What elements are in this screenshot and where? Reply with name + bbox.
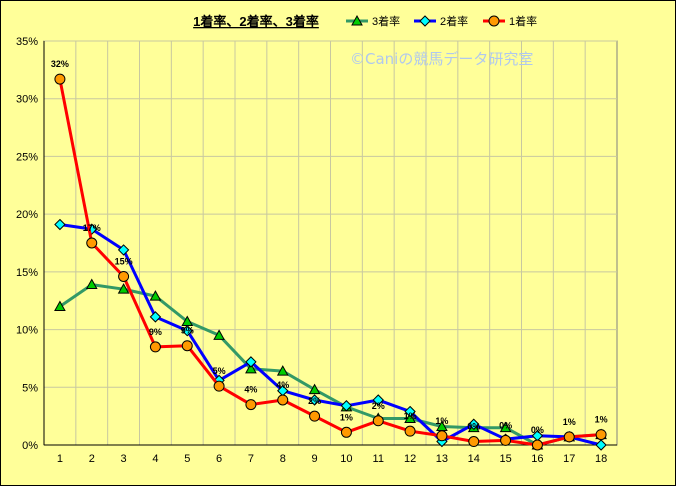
chart-title: 1着率、2着率、3着率 (193, 14, 319, 29)
legend-marker (419, 15, 431, 27)
series-3-point (149, 341, 161, 353)
series-3-point (468, 436, 480, 448)
series-1-point (404, 412, 416, 423)
series-3-point (54, 73, 66, 85)
data-label: 17% (83, 223, 101, 233)
data-label: 9% (149, 327, 162, 337)
series-3-point (181, 340, 193, 352)
series-1-point (213, 329, 225, 340)
data-label: 0% (467, 422, 480, 432)
legend-label: 3着率 (372, 14, 400, 28)
series-3-point (245, 399, 257, 411)
series-3-point (404, 425, 416, 437)
series-3-point (500, 434, 512, 446)
legend-marker (488, 15, 500, 27)
y-tick-label: 10% (16, 325, 38, 337)
series-3-point (595, 429, 607, 441)
data-label: 1% (340, 412, 353, 422)
data-label: 0% (531, 425, 544, 435)
series-3-point (436, 430, 448, 442)
data-label: 4% (244, 385, 257, 395)
series-2-point (245, 356, 257, 368)
x-tick-label: 7 (248, 453, 254, 465)
data-label: 15% (115, 256, 133, 266)
y-tick-label: 15% (16, 267, 38, 279)
legend-label: 2着率 (440, 14, 468, 28)
x-tick-label: 14 (468, 453, 480, 465)
data-label: 32% (51, 59, 69, 69)
x-tick-label: 18 (595, 453, 607, 465)
data-label: 4% (276, 380, 289, 390)
series-1-point (308, 383, 321, 395)
series-2-point (340, 400, 353, 412)
series-3-point (340, 426, 352, 438)
x-tick-label: 11 (373, 453, 384, 465)
series-2-point (308, 394, 321, 406)
series-2-point (468, 418, 480, 430)
series-2-point (181, 325, 193, 337)
series-2-point (149, 311, 162, 323)
x-tick-label: 2 (89, 453, 95, 465)
series-3-point (372, 415, 384, 427)
x-tick-label: 3 (121, 453, 127, 465)
series-3-point (531, 439, 543, 451)
data-label: 1% (435, 416, 448, 426)
series-1-line (59, 283, 602, 447)
series-1-point (245, 362, 257, 374)
data-label: 0% (499, 420, 512, 430)
x-tick-label: 8 (280, 453, 286, 465)
watermark: ©Caniの競馬データ研究室 (350, 50, 533, 68)
x-tick-label: 4 (152, 453, 158, 465)
series-3-point (213, 380, 225, 392)
y-tick-label: 20% (16, 209, 38, 221)
x-tick-label: 16 (531, 453, 543, 465)
series-1-point (117, 283, 130, 294)
series-3-point (309, 410, 321, 422)
x-tick-label: 15 (499, 453, 511, 465)
legend-label: 1着率 (509, 14, 537, 28)
x-tick-label: 1 (57, 453, 63, 465)
series-3-point (277, 394, 289, 406)
series-2-point (54, 218, 66, 231)
data-label: 1% (595, 415, 608, 425)
series-2-line (59, 223, 602, 447)
series-2-point (372, 394, 384, 406)
data-label: 2% (372, 401, 385, 411)
x-tick-label: 5 (184, 453, 190, 465)
x-tick-label: 9 (312, 453, 318, 465)
data-label: 5% (213, 366, 226, 376)
y-tick-label: 35% (16, 36, 38, 48)
series-1-point (276, 365, 289, 376)
x-tick-label: 6 (216, 453, 222, 465)
series-3-point (563, 431, 575, 443)
series-1-point (54, 300, 66, 311)
series-1-point (85, 278, 98, 290)
series-1-point (499, 421, 512, 433)
series-3-point (86, 237, 98, 249)
legend-marker (351, 14, 363, 26)
y-tick-label: 25% (16, 151, 38, 163)
x-tick-label: 13 (436, 453, 448, 465)
x-tick-label: 12 (404, 453, 416, 465)
data-label: 9% (181, 326, 194, 336)
y-tick-label: 5% (22, 382, 38, 394)
series-2-point (404, 405, 416, 418)
data-label: 1% (404, 411, 417, 421)
y-tick-label: 30% (16, 94, 38, 106)
y-tick-label: 0% (22, 440, 38, 452)
x-tick-label: 10 (340, 453, 352, 465)
series-1-point (149, 290, 162, 301)
series-3-point (118, 270, 130, 282)
series-2-point (117, 244, 130, 256)
series-2-point (595, 439, 607, 451)
data-label: 2% (308, 396, 321, 406)
data-label: 1% (563, 417, 576, 427)
x-tick-label: 17 (563, 453, 575, 465)
